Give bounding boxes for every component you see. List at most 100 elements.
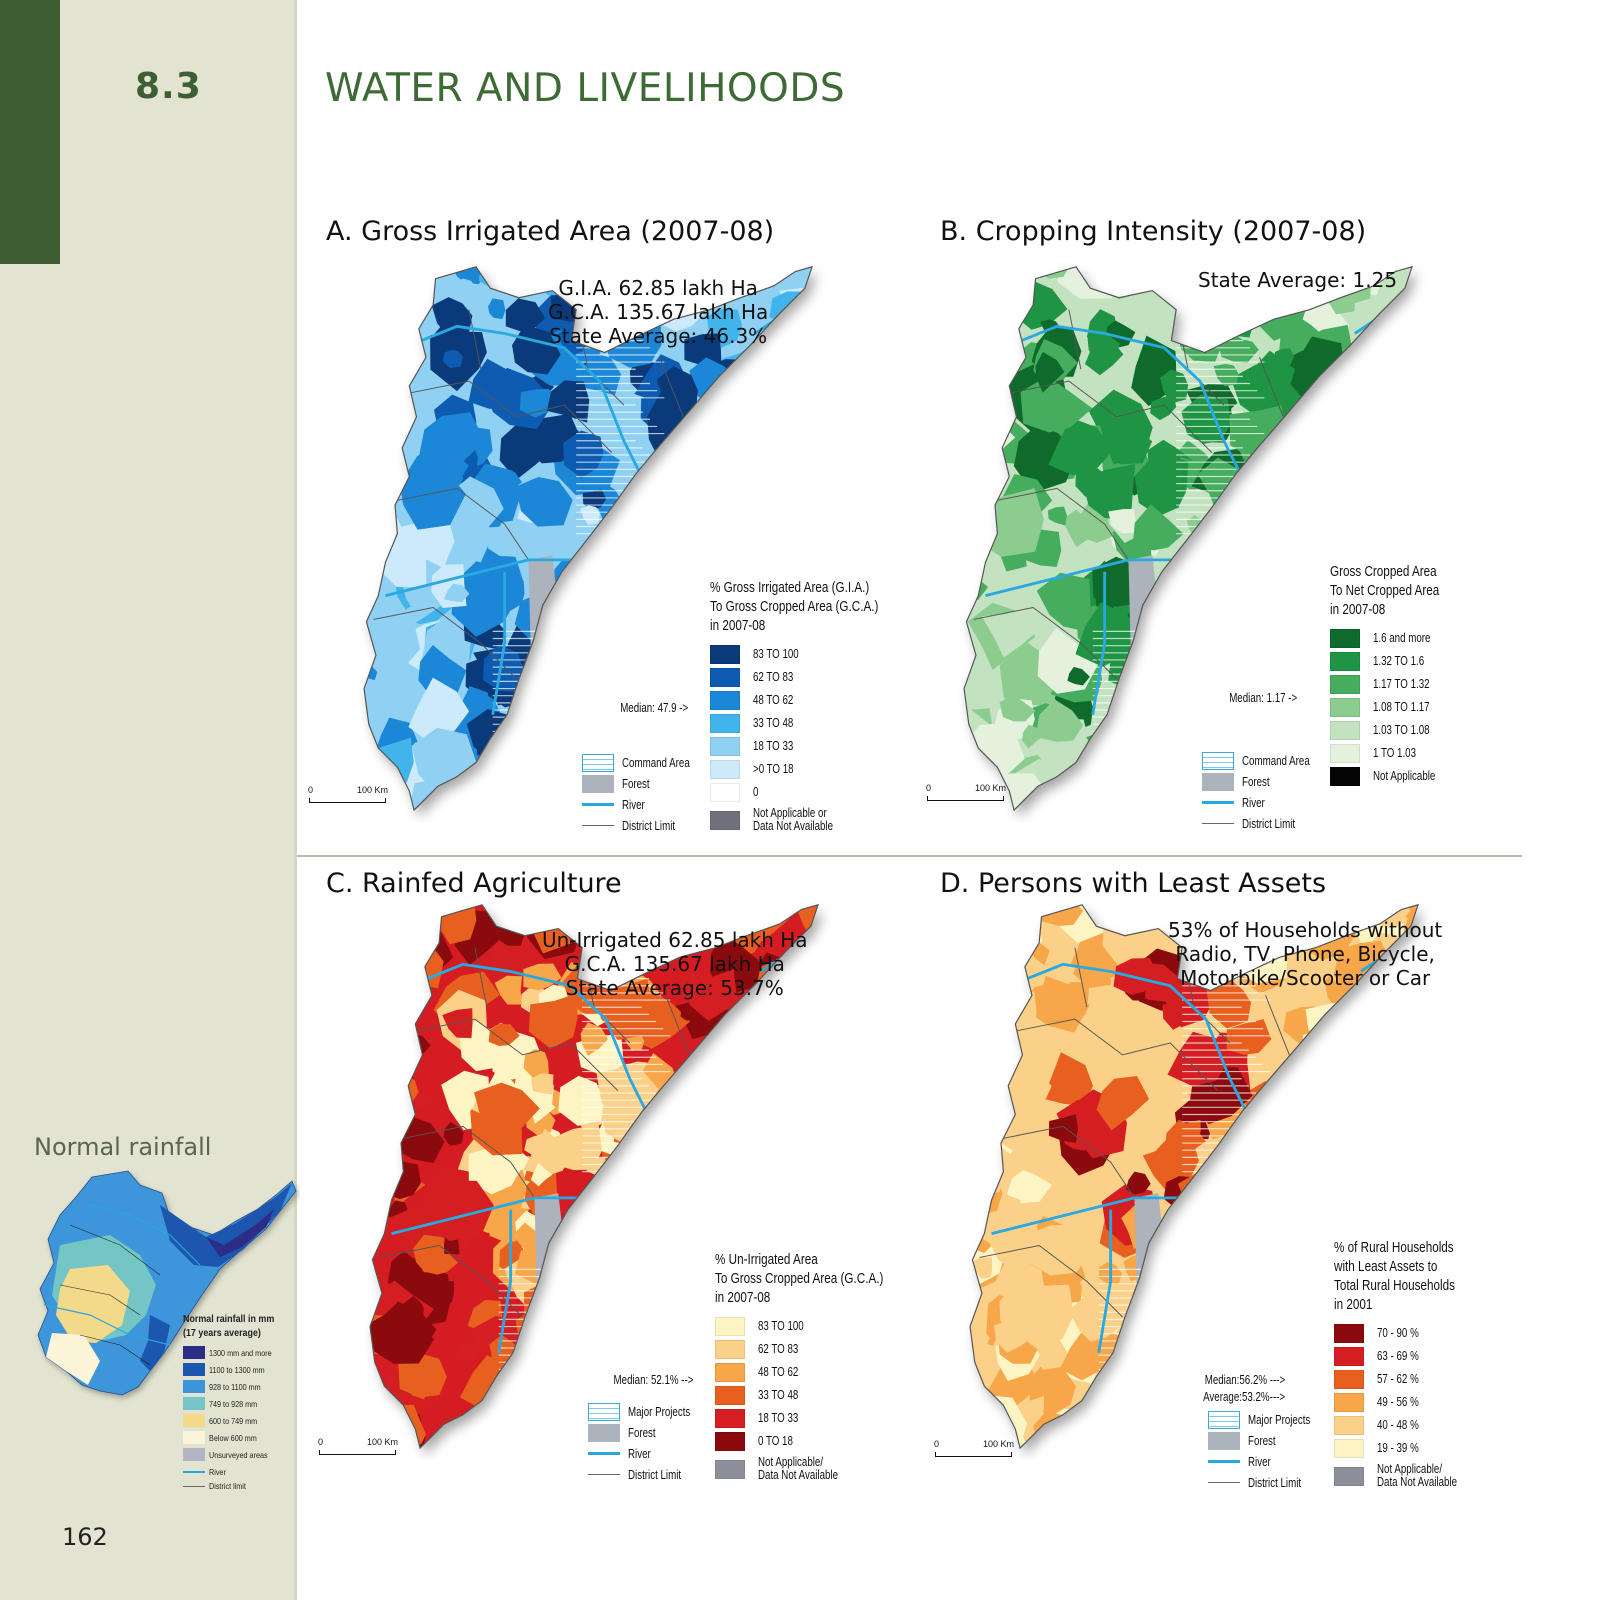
- legend-class: 62 TO 83: [715, 1338, 931, 1361]
- legend-swatch: [710, 668, 740, 687]
- district-line-icon: [183, 1485, 205, 1487]
- legend-class: 600 to 749 mm: [183, 1412, 298, 1429]
- legend-class: Not Applicable: [1330, 765, 1470, 788]
- legend-class: 70 - 90 %: [1334, 1322, 1489, 1345]
- legend-class: 0: [710, 781, 926, 804]
- choropleth-map: [963, 265, 1413, 812]
- command-area-icon: [1208, 1410, 1240, 1429]
- legend-class: Unsurveyed areas: [183, 1446, 298, 1463]
- legend-class: 83 TO 100: [715, 1315, 931, 1338]
- legend-swatch: [1334, 1393, 1364, 1412]
- legend-swatch: [710, 760, 740, 779]
- map-stats: 53% of Households without Radio, TV, Pho…: [1168, 918, 1443, 990]
- panel-persons-least-assets: D. Persons with Least Assets 53% of Hous…: [934, 868, 1550, 1490]
- panel-title: A. Gross Irrigated Area (2007-08): [326, 216, 775, 247]
- legend-class: Not Applicable/ Data Not Available: [715, 1453, 931, 1485]
- feature-item: Major Projects: [1208, 1409, 1328, 1430]
- legend-swatch: [183, 1431, 205, 1444]
- legend-swatch: [183, 1380, 205, 1393]
- choropleth-map: [369, 903, 819, 1450]
- feature-legend: Command Area Forest River District Limit: [582, 752, 709, 836]
- district-line-icon: [1208, 1482, 1240, 1483]
- feature-item: Forest: [1202, 771, 1329, 792]
- legend-swatch: [710, 691, 740, 710]
- legend-swatch: [183, 1448, 205, 1461]
- map-legend: % Un-Irrigated Area To Gross Cropped Are…: [715, 1250, 931, 1485]
- legend-class: 48 TO 62: [710, 689, 926, 712]
- legend-swatch: [710, 810, 740, 830]
- legend-swatch: [715, 1409, 745, 1428]
- district-line-icon: [588, 1474, 620, 1475]
- section-number: 8.3: [135, 66, 202, 107]
- river-line-icon: [1202, 801, 1234, 804]
- median-marker: Median:56.2% --->: [1204, 1373, 1285, 1387]
- page-title: WATER AND LIVELIHOODS: [325, 66, 846, 111]
- legend-class: >0 TO 18: [710, 758, 926, 781]
- legend-swatch: [710, 737, 740, 756]
- legend-swatch: [1330, 629, 1360, 648]
- legend-class: 928 to 1100 mm: [183, 1378, 298, 1395]
- legend-swatch: [1334, 1324, 1364, 1343]
- legend-class: 1.08 TO 1.17: [1330, 696, 1470, 719]
- legend-class: 57 - 62 %: [1334, 1368, 1489, 1391]
- legend-class: 33 TO 48: [715, 1384, 931, 1407]
- legend-class: Not Applicable or Data Not Available: [710, 804, 926, 836]
- legend-swatch: [183, 1346, 205, 1359]
- forest-icon: [1202, 772, 1234, 791]
- scale-bar: 0 100 Km: [926, 783, 1006, 805]
- feature-item: Forest: [582, 773, 709, 794]
- legend-swatch: [1334, 1347, 1364, 1366]
- district-line-icon: [1202, 823, 1234, 824]
- scale-bar: 0 100 Km: [318, 1437, 398, 1459]
- legend-class: 62 TO 83: [710, 666, 926, 689]
- district-line-icon: [582, 825, 614, 826]
- legend-swatch: [715, 1340, 745, 1359]
- legend-district: District limit: [183, 1480, 298, 1492]
- legend-class: 18 TO 33: [710, 735, 926, 758]
- command-area-icon: [582, 753, 614, 772]
- panel-gross-irrigated-area: A. Gross Irrigated Area (2007-08) G.I.A.…: [308, 216, 936, 836]
- legend-swatch: [1330, 675, 1360, 694]
- map-legend: % of Rural Households with Least Assets …: [1334, 1238, 1489, 1492]
- choropleth-map: [363, 265, 813, 812]
- feature-legend: Command Area Forest River District Limit: [1202, 750, 1329, 834]
- legend-swatch: [710, 645, 740, 664]
- feature-legend: Major Projects Forest River District Limit: [1208, 1409, 1328, 1493]
- legend-class: 33 TO 48: [710, 712, 926, 735]
- legend-class: 1100 to 1300 mm: [183, 1361, 298, 1378]
- rainfall-map-title: Normal rainfall: [34, 1133, 212, 1161]
- scale-bar: 0 100 Km: [934, 1439, 1014, 1461]
- legend-class: 19 - 39 %: [1334, 1437, 1489, 1460]
- median-marker: Median: 47.9 ->: [619, 701, 688, 715]
- legend-swatch: [710, 783, 740, 802]
- legend-class: Below 600 mm: [183, 1429, 298, 1446]
- legend-swatch: [1334, 1370, 1364, 1389]
- legend-swatch: [715, 1363, 745, 1382]
- river-line-icon: [588, 1452, 620, 1455]
- rainfall-legend-title: Normal rainfall in mm: [183, 1313, 275, 1325]
- rainfall-map: [37, 1170, 297, 1396]
- command-area-icon: [588, 1402, 620, 1421]
- legend-river: River: [183, 1463, 298, 1480]
- feature-item: River: [582, 794, 709, 815]
- map-stats: Un-Irrigated 62.85 lakh Ha G.C.A. 135.67…: [542, 928, 808, 1000]
- legend-class: 83 TO 100: [710, 643, 926, 666]
- legend-class: 1 TO 1.03: [1330, 742, 1470, 765]
- legend-swatch: [183, 1397, 205, 1410]
- panel-cropping-intensity: B. Cropping Intensity (2007-08) State Av…: [926, 216, 1550, 836]
- legend-swatch: [183, 1414, 205, 1427]
- feature-item: Command Area: [1202, 750, 1329, 771]
- median-marker: Median: 52.1% -->: [613, 1373, 693, 1387]
- feature-item: District Limit: [582, 815, 709, 836]
- legend-class: 1.6 and more: [1330, 627, 1470, 650]
- scale-bar: 0 100 Km: [308, 785, 388, 807]
- legend-class: Not Applicable/ Data Not Available: [1334, 1460, 1489, 1492]
- legend-class: 40 - 48 %: [1334, 1414, 1489, 1437]
- feature-item: District Limit: [1208, 1472, 1328, 1493]
- legend-class: 749 to 928 mm: [183, 1395, 298, 1412]
- legend-swatch: [715, 1386, 745, 1405]
- panel-title: B. Cropping Intensity (2007-08): [940, 216, 1367, 247]
- map-legend: Gross Cropped Area To Net Cropped Area i…: [1330, 562, 1470, 788]
- feature-item: River: [1202, 792, 1329, 813]
- legend-swatch: [1334, 1439, 1364, 1458]
